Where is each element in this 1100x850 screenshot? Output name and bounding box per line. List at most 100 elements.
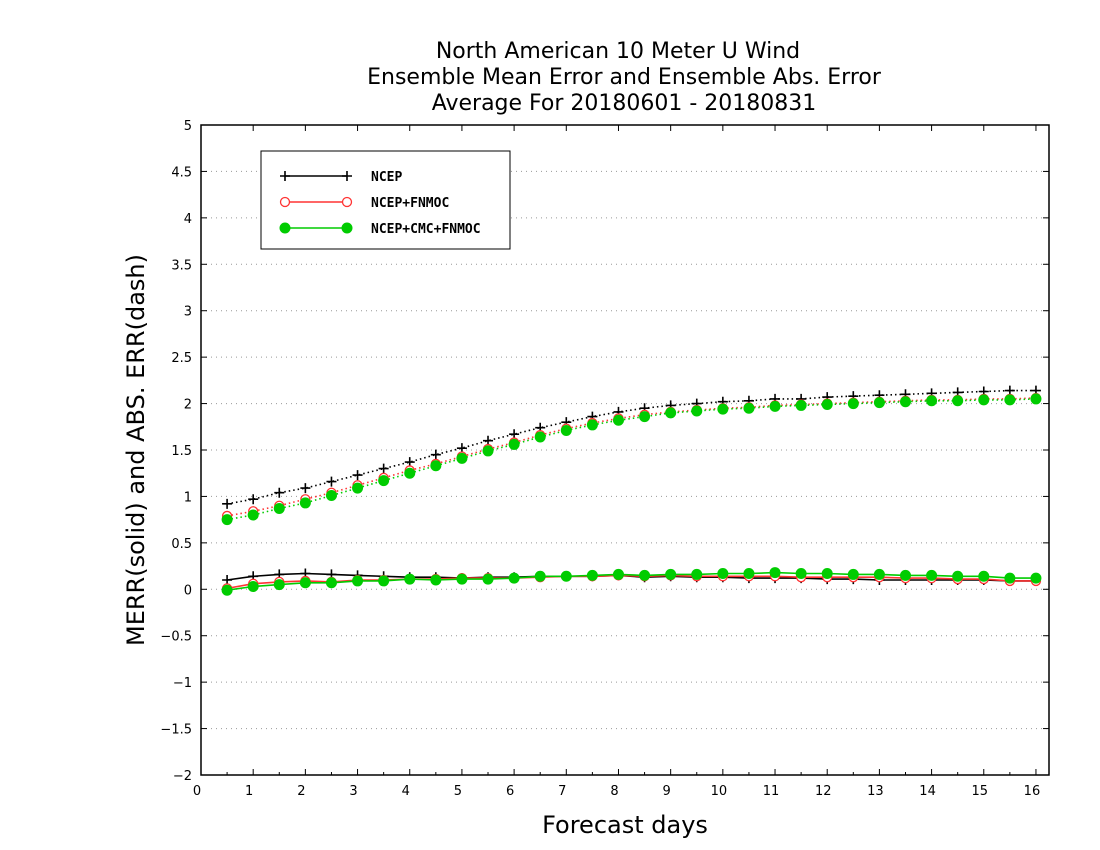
legend-marker — [280, 171, 290, 181]
legend-marker — [341, 196, 353, 208]
abs-err-point — [717, 403, 729, 415]
abs-err-point — [273, 503, 285, 514]
legend-marker — [279, 196, 291, 208]
y-tick-label: 1.5 — [171, 444, 192, 459]
plot-series — [221, 385, 1042, 596]
merr-point — [795, 568, 807, 579]
abs-err-point — [665, 407, 677, 419]
merr-point — [430, 574, 442, 586]
title-line-2: Ensemble Mean Error and Ensemble Abs. Er… — [367, 65, 882, 90]
merr-point — [508, 572, 520, 584]
legend-item-1: NCEP+FNMOC — [279, 196, 449, 211]
title-line-3: Average For 20180601 - 20180831 — [432, 91, 817, 116]
x-tick-label: 9 — [663, 784, 671, 799]
abs-err-point — [639, 411, 651, 423]
merr-point — [691, 568, 703, 580]
abs-err-point — [873, 397, 885, 409]
y-tick-label: 2.5 — [171, 351, 192, 366]
merr-point — [899, 569, 911, 581]
merr-point — [299, 577, 311, 589]
abs-err-point — [534, 431, 546, 443]
merr-point — [821, 568, 833, 579]
abs-err-point — [352, 470, 363, 481]
abs-err-point — [404, 467, 416, 479]
merr-point — [247, 581, 259, 592]
merr-point — [926, 569, 938, 581]
abs-err-point — [326, 476, 337, 487]
chart-title: North American 10 Meter U Wind Ensemble … — [367, 39, 882, 116]
abs-err-point — [586, 419, 598, 431]
legend-label: NCEP+CMC+FNMOC — [371, 222, 481, 237]
abs-err-point — [222, 498, 233, 509]
merr-point — [273, 579, 285, 591]
merr-point — [325, 577, 337, 589]
merr-point — [221, 584, 233, 596]
x-tick-label: 5 — [454, 784, 462, 799]
x-tick-label: 11 — [763, 784, 780, 799]
abs-err-point — [821, 399, 833, 410]
abs-err-point — [560, 425, 572, 436]
y-axis: −2 −1.5 −1 −0.5 0 0.5 1 1.5 2 2.5 3 3.5 4 4.5 5 — [160, 119, 1049, 784]
abs-err-point — [847, 398, 859, 410]
abs-err-point — [378, 475, 390, 487]
merr-point — [639, 569, 651, 581]
abs-err-point — [221, 514, 233, 526]
abs-err-point — [1004, 394, 1016, 406]
abs-err-point — [247, 509, 259, 521]
abs-err-point — [743, 402, 755, 414]
x-tick-label: 7 — [558, 784, 566, 799]
x-axis-label: Forecast days — [542, 811, 708, 839]
merr-point — [1004, 572, 1016, 584]
x-tick-label: 12 — [815, 784, 832, 799]
x-tick-label: 15 — [971, 784, 988, 799]
legend-item-2: NCEP+CMC+FNMOC — [279, 222, 481, 237]
y-tick-label: −2 — [173, 769, 192, 784]
x-axis: 0 1 2 3 4 5 6 7 8 9 10 11 12 13 14 15 16 — [193, 125, 1040, 799]
y-axis-label: MERR(solid) and ABS. ERR(dash) — [122, 254, 150, 646]
legend-marker — [279, 222, 291, 234]
abs-err-point — [352, 482, 364, 494]
x-tick-label: 0 — [193, 784, 201, 799]
abs-err-point — [299, 497, 311, 509]
merr-point — [847, 568, 859, 580]
abs-err-point — [612, 414, 624, 426]
y-tick-label: 3.5 — [171, 258, 192, 273]
merr-point — [717, 568, 729, 579]
merr-point — [665, 568, 677, 580]
abs-err-point — [899, 396, 911, 408]
y-tick-label: −1.5 — [160, 723, 192, 738]
abs-err-point — [430, 460, 442, 472]
y-tick-label: 2 — [184, 398, 192, 413]
merr-point — [586, 569, 598, 581]
x-tick-label: 1 — [245, 784, 253, 799]
legend-marker — [342, 171, 352, 181]
merr-point — [769, 567, 781, 579]
title-line-1: North American 10 Meter U Wind — [436, 39, 800, 64]
abs-err-point — [978, 394, 990, 406]
merr-point — [1030, 572, 1042, 584]
merr-point — [978, 570, 990, 582]
y-tick-label: 4 — [184, 212, 192, 227]
legend-item-0: NCEP — [280, 170, 402, 185]
legend-box — [260, 150, 511, 250]
abs-err-point — [508, 438, 520, 450]
x-tick-label: 4 — [402, 784, 410, 799]
legend-marker — [341, 222, 353, 234]
legend: NCEP NCEP+FNMOC NCEP+CMC+FNMOC — [260, 150, 511, 250]
abs-err-point — [952, 395, 964, 407]
abs-err-point — [300, 483, 311, 494]
y-tick-label: 5 — [184, 119, 192, 134]
y-tick-label: −1 — [173, 676, 192, 691]
abs-err-point — [926, 395, 938, 407]
abs-err-point — [482, 445, 494, 457]
abs-err-point — [1030, 393, 1042, 405]
series-2 — [221, 393, 1042, 596]
merr-point — [534, 570, 546, 582]
y-tick-label: −0.5 — [160, 630, 192, 645]
merr-point — [952, 570, 964, 582]
x-tick-label: 8 — [610, 784, 618, 799]
y-tick-label: 3 — [184, 305, 192, 320]
x-tick-label: 10 — [711, 784, 728, 799]
y-tick-label: 1 — [184, 490, 192, 505]
